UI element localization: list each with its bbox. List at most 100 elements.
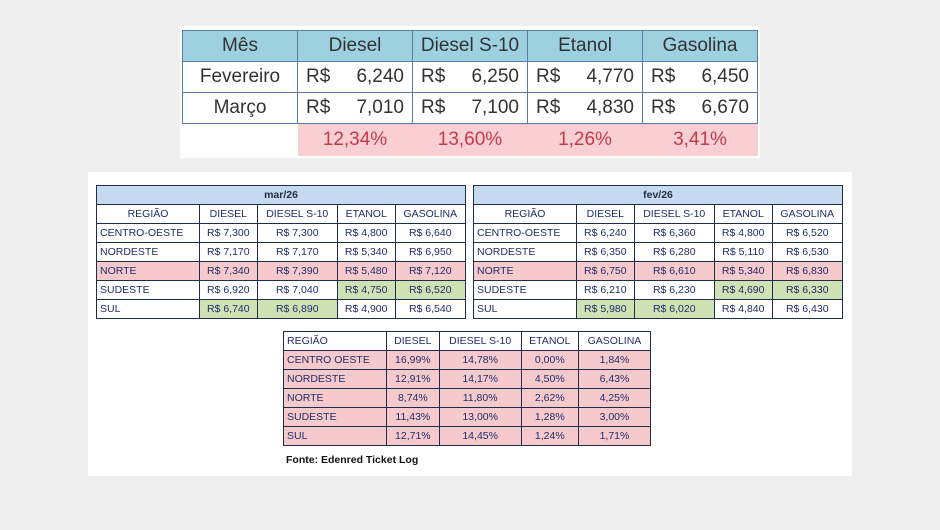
variation-table: REGIÃO DIESEL DIESEL S-10 ETANOL GASOLINA CEN… (283, 331, 652, 446)
region-cell: NORDESTE (283, 369, 387, 389)
header-cell: DIESEL S-10 (438, 331, 522, 351)
region-cell: NORTE (283, 388, 387, 408)
header-cell: Mês (182, 30, 298, 62)
header-cell: DIESEL S-10 (633, 204, 715, 224)
value-cell: R$ 7,340 (199, 261, 258, 281)
price-cell: R$ 7,010 (297, 92, 413, 124)
value-cell: R$ 6,920 (199, 280, 258, 300)
value-cell: R$ 4,900 (336, 299, 396, 319)
region-cell: SUL (473, 299, 577, 319)
value-cell: R$ 4,750 (336, 280, 396, 300)
header-row: Mês Diesel Diesel S-10 Etanol Gasolina (182, 30, 758, 62)
currency-label: R$ (536, 66, 561, 87)
price-value: 7,010 (356, 97, 404, 118)
blank-cell (182, 123, 298, 156)
table-row: SUDESTE R$ 6,210 R$ 6,230 R$ 4,690 R$ 6,330 (473, 280, 843, 300)
value-cell: R$ 6,610 (633, 261, 715, 281)
month-label: Fevereiro (182, 61, 298, 93)
value-cell: R$ 5,980 (576, 299, 635, 319)
header-cell: Diesel S-10 (412, 30, 528, 62)
price-value: 6,450 (701, 66, 749, 87)
region-cell: CENTRO-OESTE (473, 223, 577, 243)
value-cell: R$ 4,800 (336, 223, 396, 243)
percent-cell: 1,26% (527, 123, 643, 156)
header-row: REGIÃO DIESEL DIESEL S-10 ETANOL GASOLINA (473, 204, 843, 224)
value-cell: 12,71% (386, 426, 440, 446)
table-row: SUL R$ 5,980 R$ 6,020 R$ 4,840 R$ 6,430 (473, 299, 843, 319)
header-cell: GASOLINA (577, 331, 652, 351)
region-cell: SUL (96, 299, 200, 319)
currency-label: R$ (306, 97, 331, 118)
value-cell: R$ 5,480 (336, 261, 396, 281)
top-summary-panel: Mês Diesel Diesel S-10 Etanol Gasolina F… (180, 26, 760, 158)
value-cell: R$ 6,640 (394, 223, 466, 243)
percent-cell: 3,41% (642, 123, 758, 156)
table-row: NORDESTE R$ 6,350 R$ 6,280 R$ 5,110 R$ 6,530 (473, 242, 843, 262)
value-cell: R$ 6,020 (633, 299, 715, 319)
price-cell: R$ 4,830 (527, 92, 643, 124)
table-row: NORTE R$ 6,750 R$ 6,610 R$ 5,340 R$ 6,830 (473, 261, 843, 281)
monthly-price-table: Mês Diesel Diesel S-10 Etanol Gasolina F… (182, 30, 758, 156)
header-cell: DIESEL (386, 331, 440, 351)
price-value: 4,830 (586, 97, 634, 118)
region-cell: NORTE (473, 261, 577, 281)
value-cell: R$ 7,170 (199, 242, 258, 262)
value-cell: R$ 6,520 (771, 223, 843, 243)
value-cell: R$ 7,120 (394, 261, 466, 281)
value-cell: R$ 6,330 (771, 280, 843, 300)
table-row: CENTRO-OESTE R$ 7,300 R$ 7,300 R$ 4,800 R$ 6… (96, 223, 466, 243)
price-cell: R$ 4,770 (527, 61, 643, 93)
table-title-row: fev/26 (473, 185, 843, 205)
table-row: NORTE R$ 7,340 R$ 7,390 R$ 5,480 R$ 7,120 (96, 261, 466, 281)
percent-cell: 12,34% (297, 123, 413, 156)
value-cell: 14,17% (438, 369, 522, 389)
region-cell: SUDESTE (473, 280, 577, 300)
price-value: 7,100 (471, 97, 519, 118)
header-cell: ETANOL (520, 331, 579, 351)
value-cell: R$ 6,830 (771, 261, 843, 281)
price-value: 4,770 (586, 66, 634, 87)
currency-label: R$ (421, 66, 446, 87)
header-cell: GASOLINA (771, 204, 843, 224)
header-cell: GASOLINA (394, 204, 466, 224)
value-cell: R$ 7,040 (256, 280, 338, 300)
value-cell: 1,28% (520, 407, 579, 427)
value-cell: 8,74% (386, 388, 440, 408)
table-row: CENTRO OESTE 16,99% 14,78% 0,00% 1,84% (283, 350, 652, 370)
header-cell: Diesel (297, 30, 413, 62)
value-cell: 3,00% (577, 407, 652, 427)
header-cell: Gasolina (642, 30, 758, 62)
table-row: NORDESTE 12,91% 14,17% 4,50% 6,43% (283, 369, 652, 389)
value-cell: R$ 6,750 (576, 261, 635, 281)
currency-label: R$ (651, 97, 676, 118)
value-cell: R$ 6,540 (394, 299, 466, 319)
header-cell: Etanol (527, 30, 643, 62)
region-cell: NORDESTE (96, 242, 200, 262)
price-value: 6,240 (356, 66, 404, 87)
value-cell: R$ 6,950 (394, 242, 466, 262)
percent-change-row: 12,34% 13,60% 1,26% 3,41% (182, 123, 758, 156)
table-row: SUDESTE 11,43% 13,00% 1,28% 3,00% (283, 407, 652, 427)
value-cell: R$ 7,300 (199, 223, 258, 243)
value-cell: 2,62% (520, 388, 579, 408)
value-cell: 1,84% (577, 350, 652, 370)
price-value: 6,670 (701, 97, 749, 118)
value-cell: R$ 6,740 (199, 299, 258, 319)
value-cell: R$ 6,350 (576, 242, 635, 262)
header-row: REGIÃO DIESEL DIESEL S-10 ETANOL GASOLINA (96, 204, 466, 224)
header-cell: REGIÃO (283, 331, 387, 351)
price-cell: R$ 6,450 (642, 61, 758, 93)
value-cell: 6,43% (577, 369, 652, 389)
header-cell: REGIÃO (96, 204, 200, 224)
value-cell: R$ 7,300 (256, 223, 338, 243)
price-value: 6,250 (471, 66, 519, 87)
value-cell: 4,50% (520, 369, 579, 389)
region-cell: CENTRO-OESTE (96, 223, 200, 243)
region-cell: CENTRO OESTE (283, 350, 387, 370)
mar-region-table: mar/26 REGIÃO DIESEL DIESEL S-10 ETANOL GASOL… (96, 185, 466, 319)
value-cell: 1,71% (577, 426, 652, 446)
header-cell: REGIÃO (473, 204, 577, 224)
region-cell: NORTE (96, 261, 200, 281)
source-note: Fonte: Edenred Ticket Log (286, 454, 419, 466)
value-cell: R$ 6,890 (256, 299, 338, 319)
